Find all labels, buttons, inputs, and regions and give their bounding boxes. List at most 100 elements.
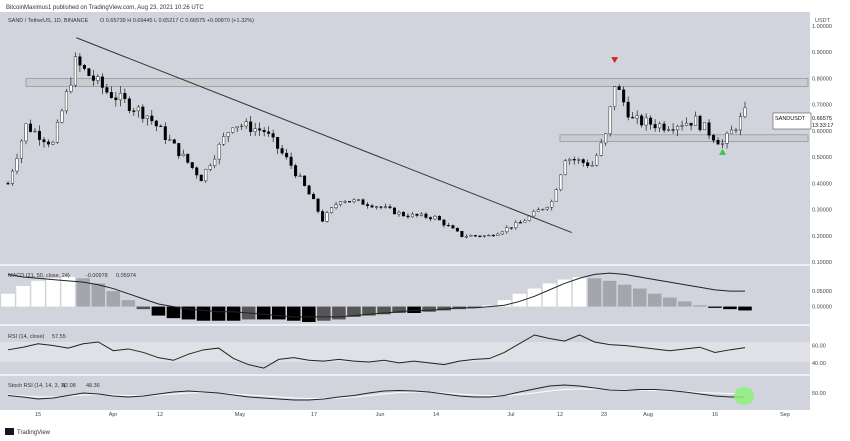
macd-bar <box>678 301 692 307</box>
candle-down <box>617 86 621 90</box>
candle-down <box>132 110 136 112</box>
macd-bar <box>407 306 421 313</box>
stoch-axis-ticks: 50.00 <box>812 391 826 397</box>
macd-tick-label: 0.05000 <box>812 289 832 295</box>
candle-down <box>437 216 441 221</box>
time-axis-labels: 15 Apr 12 May 17 Jun 14 Jul 12 23 Aug 16 Sep <box>35 412 790 418</box>
macd-bar <box>527 288 542 307</box>
time-axis-label: Apr <box>109 412 118 418</box>
candle-down <box>626 101 630 118</box>
candle-down <box>91 75 95 81</box>
candle-up <box>680 125 684 127</box>
candle-down <box>6 183 10 185</box>
candle-down <box>401 211 405 217</box>
macd-value-1: -0.00978 <box>86 273 108 279</box>
macd-bar <box>1 293 15 307</box>
horizontal-zones <box>25 78 809 142</box>
candle-down <box>572 159 576 161</box>
candle-up <box>604 133 608 144</box>
macd-bar <box>347 306 361 317</box>
candle-up <box>464 236 468 238</box>
candle-down <box>177 143 181 157</box>
candle-up <box>19 140 23 159</box>
candle-down <box>689 122 693 126</box>
candle-up <box>568 159 572 161</box>
macd-bar <box>632 288 647 307</box>
macd-bar <box>302 306 316 322</box>
macd-bar <box>647 293 662 307</box>
candle-up <box>96 76 100 81</box>
macd-bar <box>557 279 572 307</box>
candle-up <box>541 208 545 211</box>
macd-bar <box>392 306 406 313</box>
candle-down <box>262 130 266 133</box>
candle-down <box>249 121 253 132</box>
candle-up <box>433 216 437 220</box>
candle-up <box>505 227 509 233</box>
candle-down <box>671 129 675 131</box>
pane-backgrounds <box>0 264 810 376</box>
candle-up <box>685 122 689 126</box>
candle-down <box>199 174 203 182</box>
candle-up <box>69 84 73 92</box>
time-axis-label: 23 <box>601 412 607 418</box>
bullish-marker-icon <box>719 148 727 155</box>
candle-up <box>514 222 518 229</box>
candle-up <box>217 144 221 160</box>
candle-down <box>370 205 374 208</box>
candle-down <box>428 217 432 220</box>
candle-up <box>136 106 140 112</box>
candle-down <box>289 156 293 166</box>
candle-up <box>55 122 59 143</box>
candle-up <box>375 206 379 208</box>
candle-down <box>491 234 495 237</box>
candle-up <box>734 129 738 131</box>
candle-up <box>608 106 612 134</box>
macd-bar <box>151 306 166 316</box>
candle-up <box>536 209 540 212</box>
macd-bar <box>437 306 451 311</box>
candle-up <box>145 115 149 119</box>
macd-bar <box>61 277 75 307</box>
candle-down <box>267 131 271 134</box>
candle-down <box>424 213 428 218</box>
candle-up <box>644 117 648 126</box>
candle-down <box>100 76 104 88</box>
candle-down <box>316 198 320 212</box>
candle-up <box>694 115 698 126</box>
resistance-zone <box>25 78 809 87</box>
stoch-highlight <box>734 387 754 405</box>
candle-up <box>334 204 338 208</box>
candle-down <box>150 115 154 122</box>
candle-up <box>532 211 536 217</box>
candle-up <box>73 56 77 86</box>
candle-up <box>563 160 567 176</box>
stoch-tick-label: 50.00 <box>812 391 826 397</box>
time-axis-label: 15 <box>35 412 41 418</box>
stoch-value-2: 48.36 <box>86 383 100 389</box>
candle-up <box>397 211 401 215</box>
candle-down <box>379 206 383 208</box>
price-tick-label: 0.20000 <box>812 234 832 240</box>
macd-bar <box>617 284 632 307</box>
candle-down <box>141 106 145 119</box>
candle-up <box>676 126 680 131</box>
candle-down <box>154 120 158 127</box>
macd-bar <box>106 291 121 307</box>
price-tag <box>772 112 812 130</box>
price-axis-ticks: 1.00000 0.90000 0.80000 0.70000 0.60000 0.500… <box>812 24 832 266</box>
candle-down <box>159 125 163 127</box>
candle-down <box>446 224 450 227</box>
candle-up <box>60 110 64 123</box>
candle-down <box>586 162 590 166</box>
candle-down <box>280 148 284 154</box>
candle-up <box>599 142 603 156</box>
candle-up <box>721 143 725 145</box>
macd-label: MACD (21, 50, close, 24) <box>8 273 70 279</box>
candle-up <box>635 115 639 119</box>
rsi-value: 57.55 <box>52 334 66 340</box>
macd-bar <box>211 306 226 321</box>
macd-bar <box>602 280 617 307</box>
candle-down <box>195 167 199 176</box>
price-tick-label: 0.80000 <box>812 76 832 82</box>
